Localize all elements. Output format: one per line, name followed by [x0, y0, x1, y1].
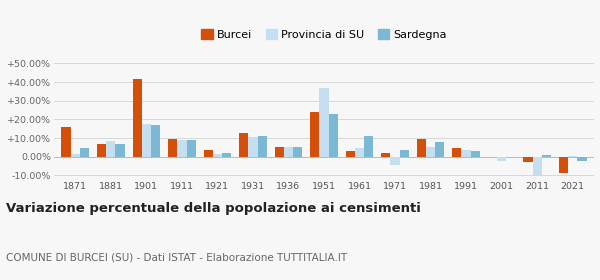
Bar — [381, 153, 391, 157]
Bar — [568, 156, 577, 157]
Bar — [310, 112, 319, 157]
Bar — [426, 146, 435, 157]
Legend: Burcei, Provincia di SU, Sardegna: Burcei, Provincia di SU, Sardegna — [197, 25, 451, 44]
Bar — [471, 151, 480, 157]
Bar — [319, 88, 329, 157]
Bar — [452, 148, 461, 157]
Bar — [61, 127, 71, 157]
Bar — [151, 125, 160, 157]
Bar — [239, 134, 248, 157]
Bar — [355, 148, 364, 157]
Bar — [346, 151, 355, 157]
Bar — [71, 154, 80, 157]
Bar — [542, 155, 551, 157]
Bar — [133, 79, 142, 157]
Bar — [523, 157, 533, 162]
Bar — [248, 137, 257, 157]
Bar — [497, 157, 506, 160]
Bar — [80, 148, 89, 157]
Bar — [559, 157, 568, 173]
Bar — [533, 157, 542, 176]
Text: COMUNE DI BURCEI (SU) - Dati ISTAT - Elaborazione TUTTITALIA.IT: COMUNE DI BURCEI (SU) - Dati ISTAT - Ela… — [6, 252, 347, 262]
Bar — [168, 139, 177, 157]
Bar — [106, 141, 115, 157]
Bar — [391, 157, 400, 165]
Bar — [187, 140, 196, 157]
Bar — [577, 157, 587, 162]
Bar — [177, 140, 187, 157]
Bar — [222, 153, 231, 157]
Bar — [275, 146, 284, 157]
Bar — [97, 144, 106, 157]
Bar — [417, 139, 426, 157]
Bar — [329, 114, 338, 157]
Bar — [213, 154, 222, 157]
Bar — [364, 136, 373, 157]
Bar — [203, 150, 213, 157]
Text: Variazione percentuale della popolazione ai censimenti: Variazione percentuale della popolazione… — [6, 202, 421, 214]
Bar — [400, 150, 409, 157]
Bar — [115, 144, 125, 157]
Bar — [293, 148, 302, 157]
Bar — [284, 146, 293, 157]
Bar — [142, 124, 151, 157]
Bar — [461, 150, 471, 157]
Bar — [257, 136, 267, 157]
Bar — [435, 142, 445, 157]
